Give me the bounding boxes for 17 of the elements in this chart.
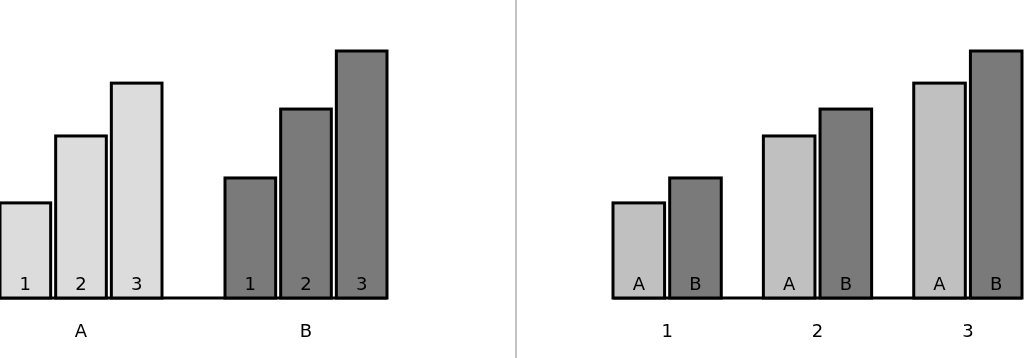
- category-label: 1: [244, 273, 257, 294]
- category-label: 3: [355, 273, 368, 294]
- x-tick-label: 1: [661, 320, 673, 341]
- text: B: [839, 273, 853, 294]
- x-tick-label: 2: [811, 320, 824, 341]
- x-tick-label: 3: [962, 320, 974, 341]
- series-label: B: [689, 273, 702, 294]
- series-label: A: [632, 273, 646, 294]
- x-tick-label: B: [299, 320, 313, 341]
- text: A: [782, 273, 796, 294]
- category-label: 2: [300, 273, 312, 294]
- series-label: 2: [75, 273, 87, 294]
- series-label: 1: [19, 273, 32, 294]
- text: B: [990, 273, 1003, 294]
- x-tick-label: A: [74, 320, 88, 341]
- text: A: [933, 273, 946, 294]
- series-label: 3: [130, 273, 143, 294]
